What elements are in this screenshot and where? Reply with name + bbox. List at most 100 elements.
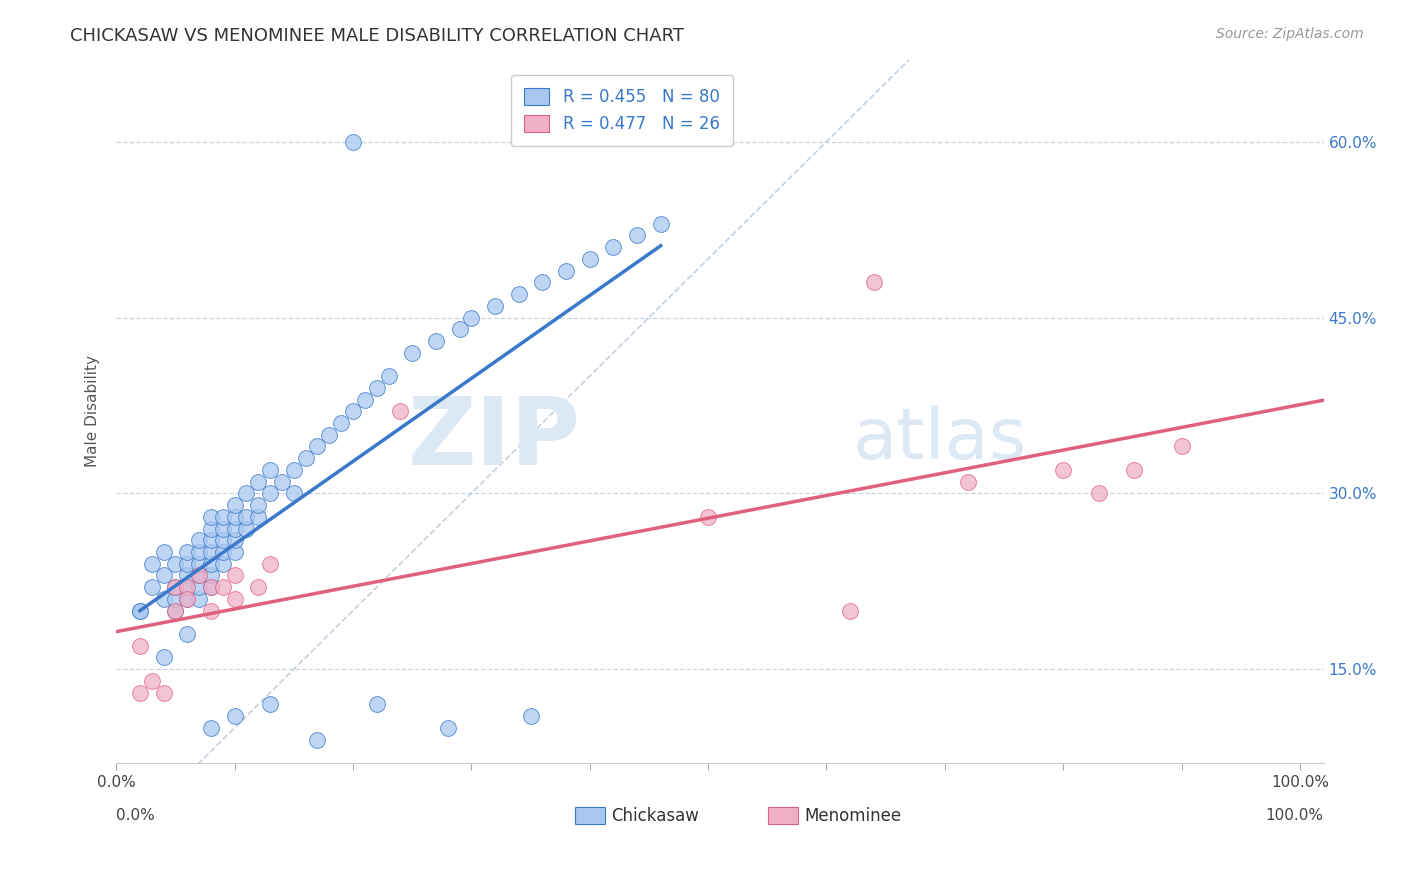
Point [224,709,246,723]
Point [211,522,233,536]
FancyBboxPatch shape [768,807,799,824]
Point [247,580,270,594]
Point [152,685,174,699]
Point [141,580,163,594]
Point [129,603,152,617]
Point [531,276,554,290]
Point [1170,440,1192,454]
Point [697,509,720,524]
Point [259,463,281,477]
Point [117,814,139,829]
Point [307,732,329,747]
Point [484,299,506,313]
Point [460,310,482,325]
Text: ZIP: ZIP [408,393,581,485]
Point [200,580,222,594]
Point [294,451,316,466]
Point [165,591,187,606]
Point [247,475,270,489]
Point [176,627,198,641]
Point [188,545,211,559]
Point [188,533,211,548]
Point [271,475,294,489]
Point [200,568,222,582]
Point [211,545,233,559]
Point [211,557,233,571]
Legend: R = 0.455   N = 80, R = 0.477   N = 26: R = 0.455 N = 80, R = 0.477 N = 26 [510,75,733,146]
Point [449,322,471,336]
FancyBboxPatch shape [575,807,605,824]
Point [1052,463,1074,477]
Point [165,603,187,617]
Text: Menominee: Menominee [804,806,901,825]
Point [283,486,305,500]
Point [165,580,187,594]
Point [152,591,174,606]
Point [224,568,246,582]
Point [141,557,163,571]
Point [200,533,222,548]
Point [555,263,578,277]
Text: 0.0%: 0.0% [117,808,155,823]
Point [224,533,246,548]
Point [235,486,257,500]
Point [224,591,246,606]
Point [129,685,152,699]
Point [200,557,222,571]
Point [389,404,412,418]
Point [176,591,198,606]
Point [188,568,211,582]
Point [165,557,187,571]
Y-axis label: Male Disability: Male Disability [86,355,100,467]
Point [401,345,423,359]
Point [176,557,198,571]
Point [224,522,246,536]
Point [200,721,222,735]
Point [224,509,246,524]
Point [211,580,233,594]
Point [318,427,340,442]
Point [165,580,187,594]
Point [176,580,198,594]
Point [200,603,222,617]
Text: Chickasaw: Chickasaw [612,806,699,825]
Point [235,509,257,524]
Point [176,545,198,559]
Point [247,498,270,512]
Point [259,486,281,500]
Point [188,591,211,606]
Point [200,580,222,594]
Text: Source: ZipAtlas.com: Source: ZipAtlas.com [1216,27,1364,41]
Point [224,498,246,512]
Point [626,228,648,243]
Point [330,416,353,430]
Point [211,509,233,524]
Point [176,568,198,582]
Point [247,509,270,524]
Point [188,557,211,571]
Point [839,603,862,617]
Point [165,603,187,617]
Point [152,650,174,665]
Point [436,721,458,735]
Point [862,276,884,290]
Point [200,522,222,536]
Point [578,252,600,266]
Point [353,392,375,407]
Point [259,557,281,571]
Point [342,135,364,149]
Point [188,580,211,594]
Text: 100.0%: 100.0% [1265,808,1323,823]
Point [508,287,530,301]
Point [200,509,222,524]
Point [152,545,174,559]
Point [129,603,152,617]
Point [1123,463,1146,477]
Point [200,545,222,559]
Point [129,639,152,653]
Point [366,381,388,395]
Point [957,475,980,489]
Point [224,545,246,559]
Point [1087,486,1109,500]
Point [176,580,198,594]
